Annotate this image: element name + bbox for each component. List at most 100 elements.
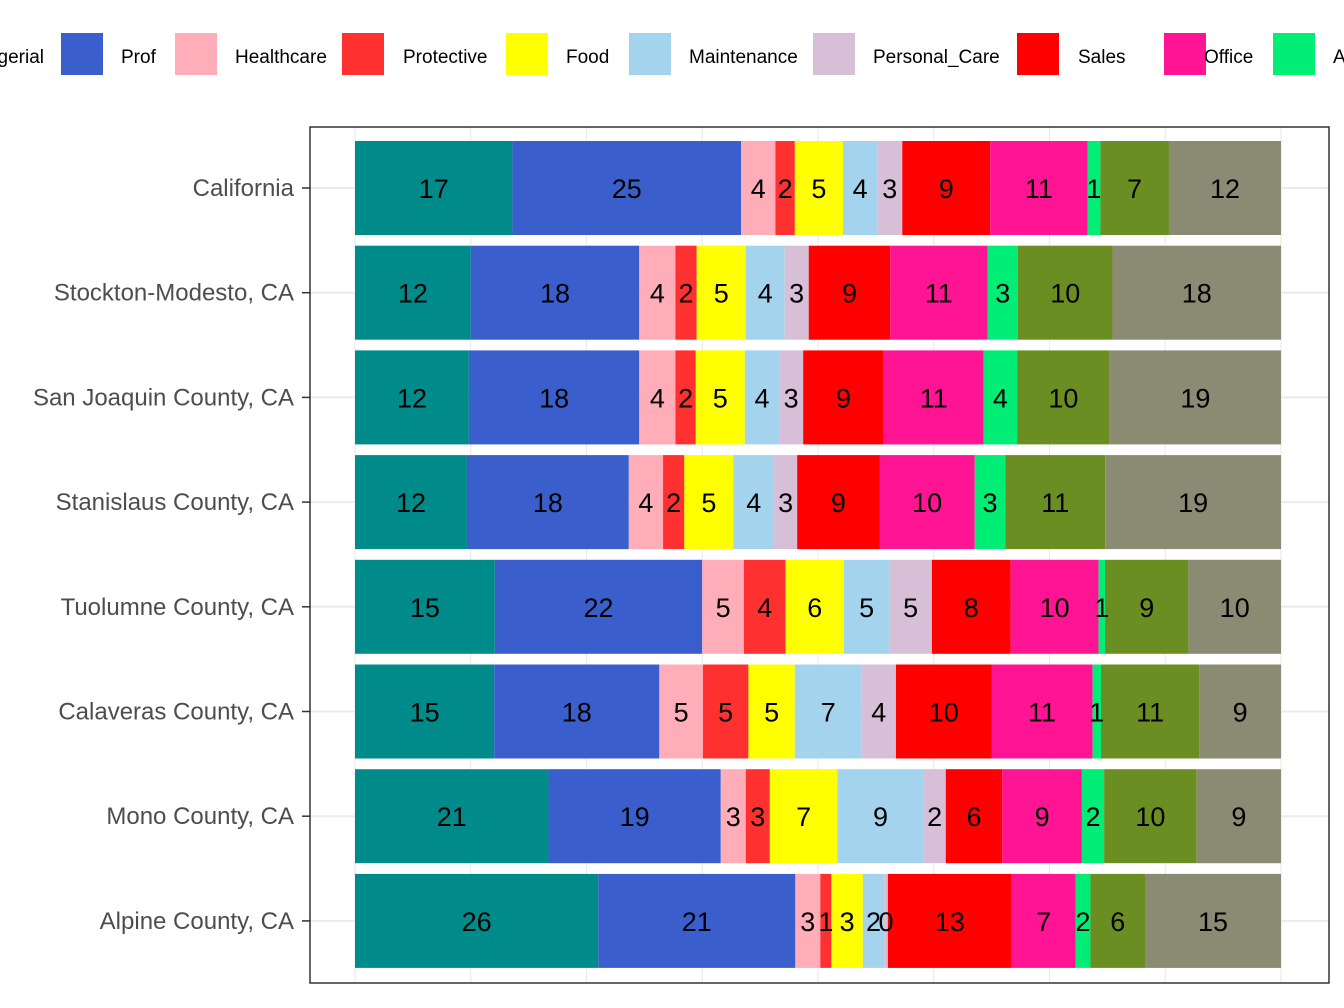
data-label: 18: [562, 698, 592, 728]
bar-segment: [1145, 873, 1281, 968]
bar-segment: [843, 559, 890, 654]
data-label: 15: [1198, 907, 1228, 937]
bar-segment: [945, 769, 1003, 864]
data-label: 10: [1040, 593, 1070, 623]
data-label: 18: [533, 488, 563, 518]
legend-label: gerial: [0, 47, 44, 68]
bar-segment: [837, 769, 924, 864]
bar-segment: [598, 873, 796, 968]
bar-segment: [684, 455, 734, 550]
data-label: 1: [818, 907, 833, 937]
data-label: 6: [807, 593, 822, 623]
bar-segment: [1109, 350, 1281, 445]
bar-segment: [1090, 873, 1146, 968]
bar-segment: [884, 873, 888, 968]
data-label: 17: [419, 174, 449, 204]
data-label: 9: [1233, 698, 1248, 728]
data-label: 9: [1139, 593, 1154, 623]
data-label: 10: [1135, 802, 1165, 832]
bar-segment: [794, 141, 844, 235]
data-label: 5: [674, 698, 689, 728]
data-label: 18: [540, 279, 570, 309]
data-label: 9: [939, 174, 954, 204]
legend-label: Food: [566, 47, 609, 68]
data-label: 12: [398, 279, 428, 309]
bar-segment: [1196, 769, 1281, 864]
data-label: 3: [800, 907, 815, 937]
data-label: 8: [964, 593, 979, 623]
bar-segment: [470, 245, 640, 340]
bar-segment: [355, 350, 469, 445]
bar-segment: [720, 769, 746, 864]
bar-segment: [355, 873, 599, 968]
bar-segment: [774, 455, 798, 550]
data-label: 1: [1094, 593, 1109, 623]
bar-segment: [745, 769, 770, 864]
data-label: 4: [751, 174, 766, 204]
data-label: 10: [1050, 279, 1080, 309]
bar-segment: [1098, 559, 1106, 654]
data-label: 3: [995, 279, 1010, 309]
data-label: 4: [993, 383, 1008, 413]
legend-swatch: [813, 33, 855, 75]
y-tick-label: Alpine County, CA: [100, 908, 294, 935]
legend-swatch: [342, 33, 384, 75]
bar-segment: [663, 455, 685, 550]
data-label: 5: [714, 279, 729, 309]
legend-label: Sales: [1078, 47, 1126, 68]
data-label: 9: [873, 802, 888, 832]
bar-segment: [990, 141, 1088, 235]
y-tick-label: Stockton-Modesto, CA: [54, 280, 294, 307]
bar-segment: [675, 245, 697, 340]
data-label: 26: [462, 907, 492, 937]
bar-segment: [879, 455, 975, 550]
data-label: 4: [871, 698, 886, 728]
bar-segment: [877, 141, 903, 235]
data-label: 5: [713, 383, 728, 413]
data-label: 4: [757, 593, 772, 623]
bar-segment: [628, 455, 664, 550]
bar-segment: [355, 769, 549, 864]
bar-segment: [695, 350, 745, 445]
bar-segment: [795, 873, 821, 968]
bar-segment: [1100, 141, 1169, 235]
legend: gerial Prof Healthcare Protective Food Mainte…: [0, 33, 1344, 75]
data-label: 11: [1028, 698, 1056, 728]
bar-segment: [983, 350, 1018, 445]
bar-segment: [803, 350, 884, 445]
bar-segment: [696, 245, 746, 340]
bar-segment: [1199, 664, 1281, 759]
data-label: 21: [437, 802, 467, 832]
bar-segment: [895, 664, 992, 759]
data-label: 4: [650, 279, 665, 309]
bar-segment: [1011, 873, 1076, 968]
bar-segment: [1112, 245, 1281, 340]
data-label: 3: [726, 802, 741, 832]
bar-segment: [733, 455, 775, 550]
data-label: 9: [831, 488, 846, 518]
bar-segment: [1188, 559, 1281, 654]
data-label: 21: [682, 907, 712, 937]
y-tick-label: San Joaquin County, CA: [33, 384, 294, 411]
data-label: 3: [750, 802, 765, 832]
bar-segment: [702, 559, 744, 654]
data-label: 19: [1180, 383, 1210, 413]
bar-segment: [494, 664, 660, 759]
data-label: 3: [882, 174, 897, 204]
data-label: 2: [666, 488, 681, 518]
data-label: 22: [584, 593, 614, 623]
bar-segment: [991, 664, 1093, 759]
legend-swatch: [61, 33, 103, 75]
bar-segment: [861, 664, 896, 759]
bar-segment: [887, 873, 1012, 968]
bar-segment: [355, 245, 471, 340]
bar-segment: [862, 873, 885, 968]
bar-segment: [1002, 769, 1082, 864]
y-tick-label: California: [193, 175, 295, 202]
data-label: 3: [778, 488, 793, 518]
data-label: 12: [1210, 174, 1240, 204]
bar-segment: [494, 559, 703, 654]
data-label: 10: [929, 698, 959, 728]
